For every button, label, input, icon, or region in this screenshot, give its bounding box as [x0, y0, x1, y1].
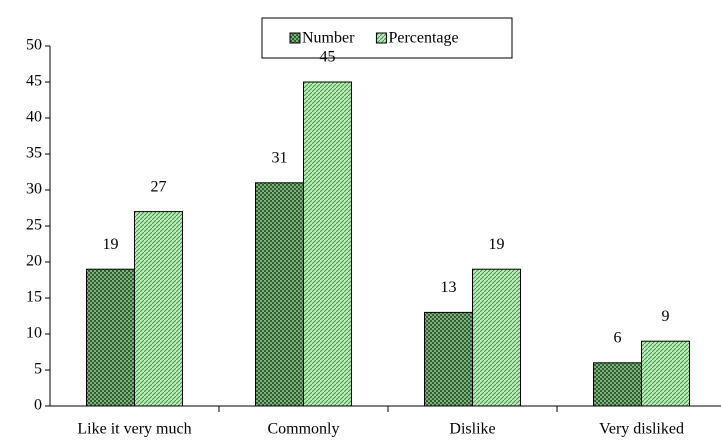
y-tick-label: 50: [26, 37, 42, 54]
bar: [424, 311, 473, 407]
bar: [641, 340, 690, 407]
legend-swatch: [375, 32, 387, 44]
legend-box: [261, 17, 513, 59]
bar: [134, 211, 183, 407]
legend-label: Percentage: [388, 30, 458, 47]
y-tick-label: 45: [26, 73, 42, 90]
bar: [593, 362, 642, 407]
bar: [472, 268, 521, 407]
bar: [86, 268, 135, 407]
data-label: 9: [662, 308, 670, 325]
y-tick-label: 20: [26, 253, 42, 270]
data-label: 31: [272, 149, 288, 166]
data-label: 19: [489, 236, 505, 253]
y-tick-label: 10: [26, 325, 42, 342]
data-label: 19: [103, 236, 119, 253]
y-tick-label: 35: [26, 145, 42, 162]
x-tick-label: Very disliked: [599, 421, 684, 438]
y-tick-label: 30: [26, 181, 42, 198]
legend-swatch: [289, 32, 301, 44]
bar: [303, 81, 352, 407]
data-label: 27: [151, 178, 167, 195]
x-tick-label: Like it very much: [77, 421, 191, 438]
data-label: 45: [320, 49, 336, 66]
data-label: 6: [614, 329, 622, 346]
x-tick-label: Dislike: [449, 421, 495, 438]
y-tick-label: 0: [34, 397, 42, 414]
legend-label: Number: [302, 30, 355, 47]
y-tick-label: 25: [26, 217, 42, 234]
y-tick-label: 40: [26, 109, 42, 126]
bar: [255, 182, 304, 407]
x-tick-label: Commonly: [267, 421, 339, 438]
y-tick-label: 15: [26, 289, 42, 306]
y-tick-label: 5: [34, 361, 42, 378]
data-label: 13: [441, 279, 457, 296]
